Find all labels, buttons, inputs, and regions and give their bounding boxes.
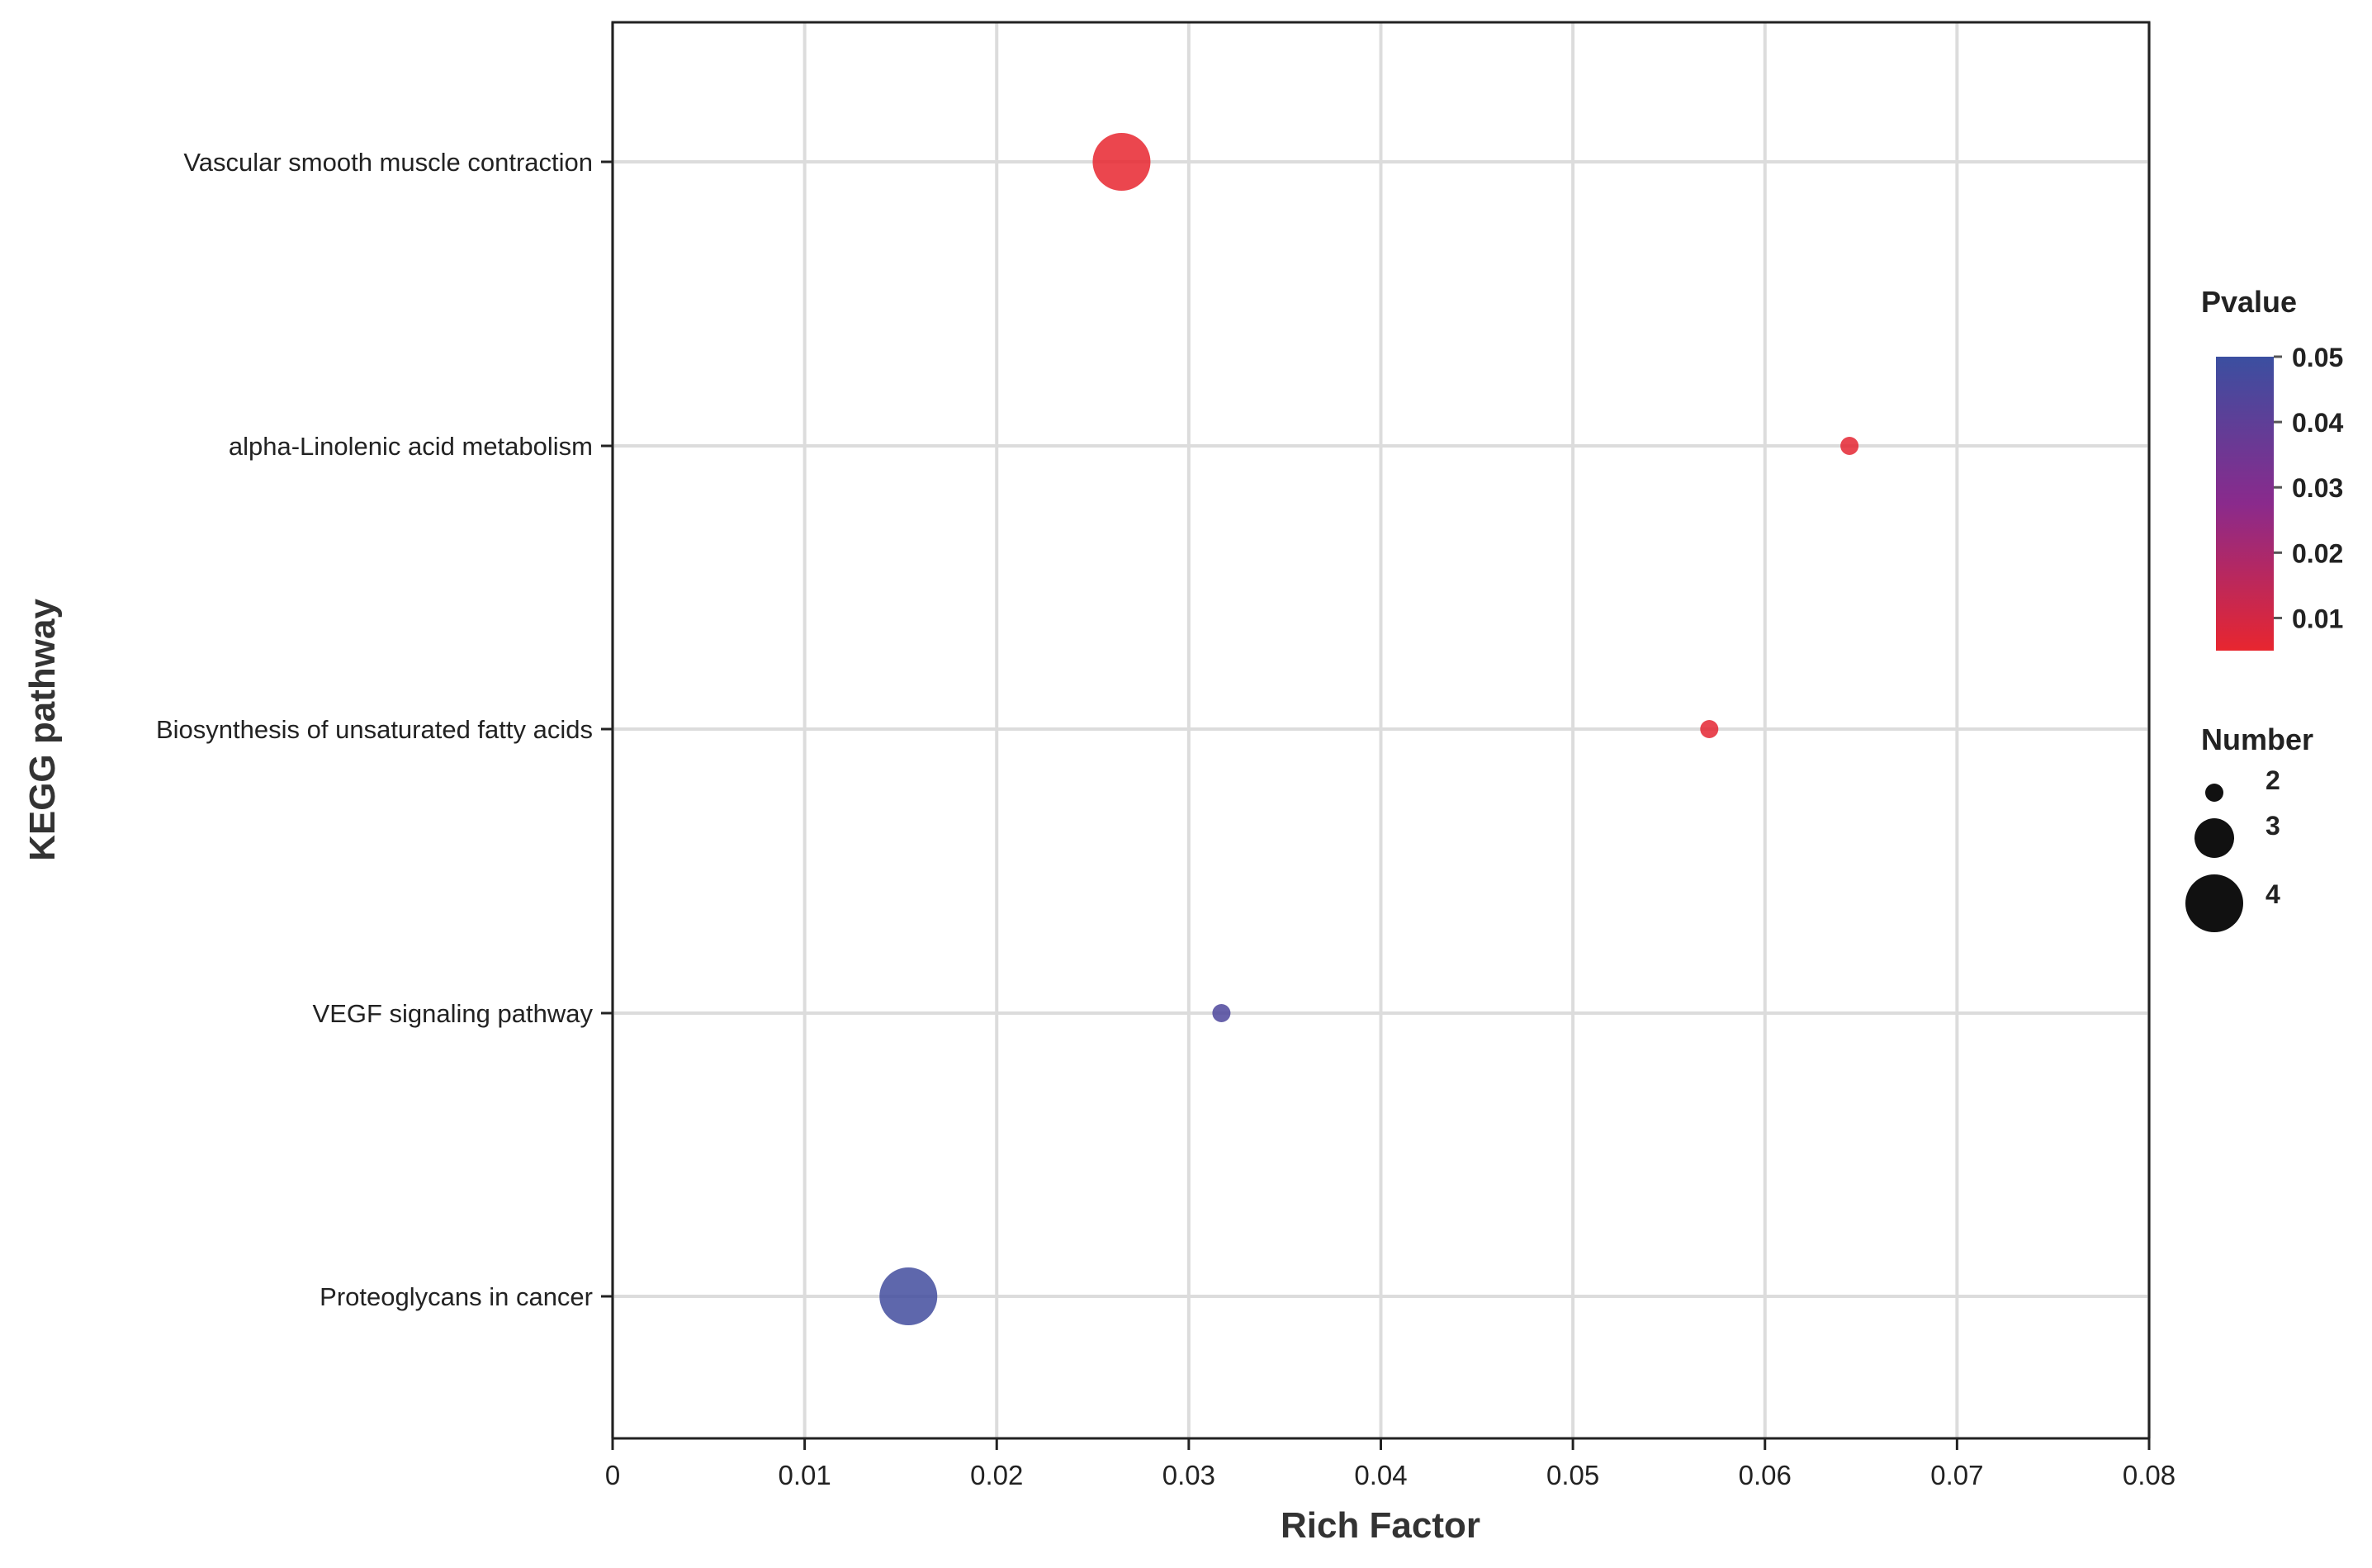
x-axis: 0 0.01 0.02 0.03 0.04 0.05 0.06 0.07 0.08: [605, 1438, 2176, 1490]
colorbar-tick-label: 0.04: [2292, 408, 2343, 438]
data-point: [1840, 437, 1859, 455]
pvalue-legend-title: Pvalue: [2201, 285, 2297, 319]
x-tick-label: 0.03: [1162, 1460, 1215, 1490]
size-legend-circle: [2194, 818, 2234, 858]
grid: [611, 22, 2151, 1438]
x-tick-label: 0.08: [2123, 1460, 2176, 1490]
colorbar-tick-label: 0.01: [2292, 604, 2343, 633]
data-point: [1092, 133, 1151, 191]
x-axis-title: Rich Factor: [1281, 1505, 1480, 1546]
data-point: [879, 1267, 938, 1325]
y-tick-label: VEGF signaling pathway: [313, 999, 594, 1028]
y-axis: Vascular smooth muscle contraction alpha-…: [156, 148, 613, 1311]
y-tick-label: Vascular smooth muscle contraction: [183, 148, 593, 177]
x-tick-label: 0.04: [1354, 1460, 1407, 1490]
size-legend-label: 2: [2265, 765, 2280, 795]
pvalue-colorbar-ticks: 0.05 0.04 0.03 0.02 0.01: [2274, 343, 2343, 633]
size-legend-circle: [2185, 874, 2243, 932]
y-axis-title: KEGG pathway: [22, 599, 63, 861]
y-tick-label: Proteoglycans in cancer: [320, 1282, 593, 1311]
x-tick-label: 0.05: [1546, 1460, 1599, 1490]
size-legend-circle: [2205, 784, 2223, 802]
data-point: [1212, 1004, 1231, 1022]
y-tick-label: alpha-Linolenic acid metabolism: [229, 432, 593, 461]
colorbar-tick-label: 0.03: [2292, 473, 2343, 503]
size-legend-label: 4: [2265, 879, 2280, 909]
x-tick-label: 0.02: [970, 1460, 1023, 1490]
pvalue-colorbar: [2216, 357, 2274, 651]
x-tick-label: 0.01: [779, 1460, 831, 1490]
colorbar-tick-label: 0.05: [2292, 343, 2343, 372]
size-legend-label: 3: [2265, 811, 2280, 841]
number-legend: 2 3 4: [2185, 765, 2280, 932]
data-point: [1700, 720, 1719, 738]
x-tick-label: 0.07: [1930, 1460, 1983, 1490]
colorbar-tick-label: 0.02: [2292, 538, 2343, 568]
x-tick-label: 0.06: [1739, 1460, 1792, 1490]
x-tick-label: 0: [605, 1460, 620, 1490]
data-points: [879, 133, 1859, 1325]
y-tick-label: Biosynthesis of unsaturated fatty acids: [156, 715, 593, 744]
number-legend-title: Number: [2201, 722, 2313, 756]
